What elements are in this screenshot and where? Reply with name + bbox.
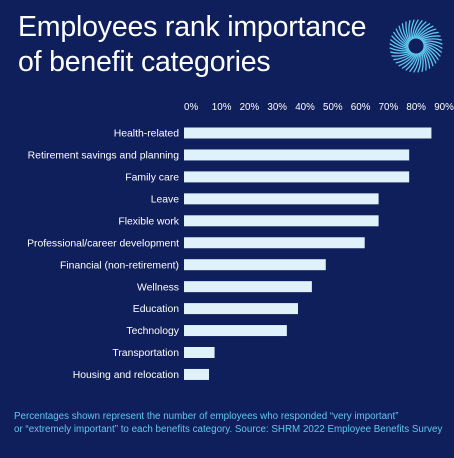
logo-ray: [421, 38, 442, 41]
logo-ray: [390, 51, 411, 54]
logo-ray: [389, 43, 410, 51]
bar: [184, 368, 210, 380]
logo-ray: [421, 51, 424, 72]
bar: [184, 127, 432, 139]
category-label: Technology: [126, 326, 179, 337]
x-tick-label: 20%: [240, 102, 260, 113]
category-label: Professional/career development: [27, 238, 179, 249]
category-label: Financial (non-retirement): [60, 260, 179, 271]
logo-ray: [395, 52, 415, 64]
x-tick-label: 40%: [295, 102, 315, 113]
starburst-logo-icon: [389, 19, 443, 73]
x-tick-label: 60%: [351, 102, 371, 113]
footnote: Percentages shown represent the number o…: [14, 411, 444, 436]
logo-ray: [423, 44, 441, 57]
bar: [184, 193, 379, 205]
logo-ray: [422, 48, 431, 69]
bar: [184, 237, 365, 249]
bar: [184, 281, 312, 293]
logo-ray: [423, 46, 437, 64]
logo-ray: [413, 52, 421, 73]
logo-ray: [390, 39, 410, 50]
logo-ray: [389, 47, 411, 52]
category-label: Wellness: [137, 282, 179, 293]
logo-ray: [393, 52, 414, 61]
logo-ray: [415, 23, 431, 39]
logo-ray: [420, 35, 441, 41]
logo-ray: [416, 25, 434, 39]
x-tick-label: 50%: [323, 102, 343, 113]
bar: [184, 259, 326, 271]
logo-ray: [412, 20, 423, 40]
footnote-line-2: or “extremely important” to each benefit…: [14, 423, 443, 435]
x-tick-label: 0%: [184, 102, 198, 113]
x-tick-label: 90%: [434, 102, 454, 113]
x-tick-label: 10%: [212, 102, 232, 113]
logo-ray: [398, 25, 410, 45]
logo-ray: [408, 20, 411, 41]
bar: [184, 303, 298, 315]
bar-chart: 0% 10% 20% 30% 40% 50% 60% 70% 80% 90% Health-rel…: [27, 102, 454, 381]
x-tick-label: 80%: [406, 102, 426, 113]
logo-ray: [422, 47, 434, 67]
bar: [184, 149, 410, 161]
logo-ray: [401, 23, 410, 44]
bar: [184, 171, 410, 183]
logo-ray: [395, 28, 409, 46]
logo-ray: [421, 40, 443, 45]
chart-title: Employees rank importance of benefit cat…: [18, 10, 378, 80]
category-label: Education: [133, 304, 179, 315]
logo-ray: [391, 35, 409, 48]
logo-ray: [417, 51, 422, 73]
logo-ray: [418, 31, 439, 40]
logo-ray: [414, 21, 427, 39]
category-label: Transportation: [112, 348, 179, 359]
x-tick-label: 70%: [379, 102, 399, 113]
category-label: Leave: [151, 194, 180, 205]
category-label: Flexible work: [118, 216, 179, 227]
logo-ray: [422, 42, 442, 53]
logo-ray: [422, 41, 443, 49]
logo-ray: [401, 53, 417, 69]
category-label: Retirement savings and planning: [28, 151, 180, 162]
chart-title-line-1: Employees rank importance: [18, 11, 367, 43]
bar: [184, 325, 287, 337]
logo-ray: [421, 50, 427, 71]
logo-ray: [391, 51, 412, 57]
chart-title-line-2: of benefit categories: [18, 46, 271, 78]
x-tick-label: 30%: [267, 102, 287, 113]
category-label: Family care: [125, 173, 179, 184]
logo-ray: [417, 28, 437, 40]
category-label: Health-related: [114, 129, 179, 140]
logo-ray: [409, 52, 420, 72]
logo-ray: [398, 53, 416, 67]
category-label: Housing and relocation: [73, 370, 180, 381]
footnote-line-1: Percentages shown represent the number o…: [14, 411, 399, 422]
logo-ray: [411, 19, 419, 40]
bar: [184, 215, 379, 227]
logo-ray: [423, 45, 439, 61]
logo-ray: [393, 31, 409, 47]
logo-ray: [405, 21, 411, 42]
logo-ray: [410, 19, 415, 41]
bar: [184, 347, 215, 358]
logo-ray: [405, 53, 418, 71]
